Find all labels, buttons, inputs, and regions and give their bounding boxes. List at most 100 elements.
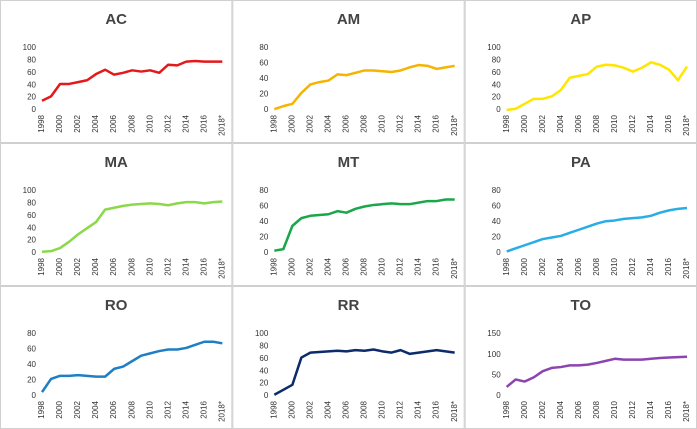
- x-tick-label: 2006: [574, 257, 583, 275]
- x-tick-label: 2012: [396, 114, 405, 132]
- panel: PA 0 20 40 60 80 1998 2000 2002 2004 2006 2008 2010 2…: [464, 143, 697, 286]
- panel-title: RR: [338, 297, 360, 314]
- y-tick-label: 40: [492, 217, 501, 226]
- y-tick-label: 60: [27, 211, 36, 220]
- panel-title: RO: [105, 297, 128, 314]
- x-tick-label: 2018*: [682, 258, 691, 279]
- x-tick-label: 2010: [378, 400, 387, 418]
- x-tick-label: 2004: [324, 114, 333, 132]
- y-tick-label: 60: [492, 68, 501, 77]
- x-tick-label: 1998: [502, 257, 511, 275]
- x-tick-label: 2002: [73, 114, 82, 132]
- x-tick-label: 2018*: [217, 401, 226, 422]
- y-tick-label: 0: [32, 391, 37, 400]
- x-tick-label: 2014: [646, 400, 655, 418]
- y-tick-label: 80: [27, 329, 36, 338]
- x-tick-label: 1998: [502, 114, 511, 132]
- x-tick-label: 2000: [55, 257, 64, 275]
- x-tick-label: 2010: [610, 114, 619, 132]
- x-tick-label: 2014: [414, 114, 423, 132]
- x-tick-label: 2002: [73, 400, 82, 418]
- panel-border: [0, 0, 233, 143]
- x-tick-label: 2014: [181, 114, 190, 132]
- x-tick-label: 2012: [163, 400, 172, 418]
- x-tick-label: 2018*: [217, 258, 226, 279]
- y-tick-label: 20: [259, 90, 268, 99]
- x-tick-label: 2004: [556, 114, 565, 132]
- panel: RR 0 20 40 60 80 100 1998 2000 2002 2004 2006 2008 20…: [232, 286, 465, 429]
- x-tick-label: 2018*: [450, 401, 459, 422]
- x-tick-label: 1998: [37, 257, 46, 275]
- x-tick-label: 2002: [538, 257, 547, 275]
- x-tick-label: 2000: [520, 400, 529, 418]
- y-tick-label: 80: [27, 199, 36, 208]
- y-tick-label: 60: [27, 345, 36, 354]
- panel: AC 0 20 40 60 80 100 1998 2000 2002 2004 2006 2008 20…: [0, 0, 233, 143]
- x-tick-label: 2016: [432, 114, 441, 132]
- y-tick-label: 100: [487, 350, 501, 359]
- x-tick-label: 2010: [145, 400, 154, 418]
- x-tick-label: 2012: [628, 400, 637, 418]
- panel: MT 0 20 40 60 80 1998 2000 2002 2004 2006 2008 2010 2…: [232, 143, 465, 286]
- x-tick-label: 2018*: [450, 115, 459, 136]
- x-tick-label: 2006: [342, 257, 351, 275]
- panel: TO 0 50 100 150 1998 2000 2002 2004 2006 2008 2010 2…: [464, 286, 697, 429]
- y-tick-label: 20: [259, 233, 268, 242]
- panel-title: AC: [105, 11, 127, 28]
- x-tick-label: 1998: [502, 400, 511, 418]
- x-tick-label: 2002: [306, 114, 315, 132]
- x-tick-label: 2000: [287, 257, 296, 275]
- x-tick-label: 1998: [269, 114, 278, 132]
- y-tick-label: 100: [23, 186, 37, 195]
- series-line: [273, 63, 455, 111]
- y-tick-label: 60: [259, 202, 268, 211]
- x-tick-label: 2006: [109, 400, 118, 418]
- y-tick-label: 100: [487, 43, 501, 52]
- x-tick-label: 2012: [163, 257, 172, 275]
- y-tick-label: 40: [259, 217, 268, 226]
- x-tick-label: 2012: [396, 400, 405, 418]
- x-tick-label: 2008: [127, 114, 136, 132]
- y-tick-label: 0: [32, 105, 37, 114]
- y-tick-label: 100: [255, 329, 269, 338]
- y-tick-label: 60: [259, 354, 268, 363]
- x-tick-label: 2018*: [450, 258, 459, 279]
- x-tick-label: 1998: [37, 114, 46, 132]
- x-tick-label: 2010: [610, 400, 619, 418]
- x-tick-label: 2016: [199, 257, 208, 275]
- y-tick-label: 80: [259, 43, 268, 52]
- y-tick-label: 0: [264, 391, 269, 400]
- series-line: [41, 200, 223, 254]
- x-tick-label: 2004: [324, 400, 333, 418]
- x-tick-label: 2014: [646, 114, 655, 132]
- x-tick-label: 2008: [127, 257, 136, 275]
- x-tick-label: 2006: [574, 400, 583, 418]
- y-tick-label: 0: [496, 391, 501, 400]
- x-tick-label: 2010: [145, 257, 154, 275]
- x-tick-label: 2002: [538, 114, 547, 132]
- y-tick-label: 0: [32, 248, 37, 257]
- x-tick-label: 2008: [360, 400, 369, 418]
- y-tick-label: 40: [259, 74, 268, 83]
- x-tick-label: 2014: [414, 400, 423, 418]
- y-tick-label: 20: [259, 379, 268, 388]
- x-tick-label: 2010: [378, 114, 387, 132]
- x-tick-label: 2010: [145, 114, 154, 132]
- x-tick-label: 1998: [269, 400, 278, 418]
- y-tick-label: 20: [27, 93, 36, 102]
- series-line: [40, 340, 223, 393]
- y-tick-label: 50: [492, 370, 501, 379]
- y-tick-label: 60: [27, 68, 36, 77]
- x-tick-label: 1998: [37, 400, 46, 418]
- x-tick-label: 1998: [269, 257, 278, 275]
- series-line: [273, 348, 455, 396]
- x-tick-label: 2008: [127, 400, 136, 418]
- x-tick-label: 2012: [163, 114, 172, 132]
- x-tick-label: 2010: [610, 257, 619, 275]
- panel-title: MT: [338, 154, 360, 171]
- x-tick-label: 2008: [592, 257, 601, 275]
- x-tick-label: 2002: [306, 400, 315, 418]
- x-tick-label: 2000: [287, 400, 296, 418]
- x-tick-label: 2006: [342, 114, 351, 132]
